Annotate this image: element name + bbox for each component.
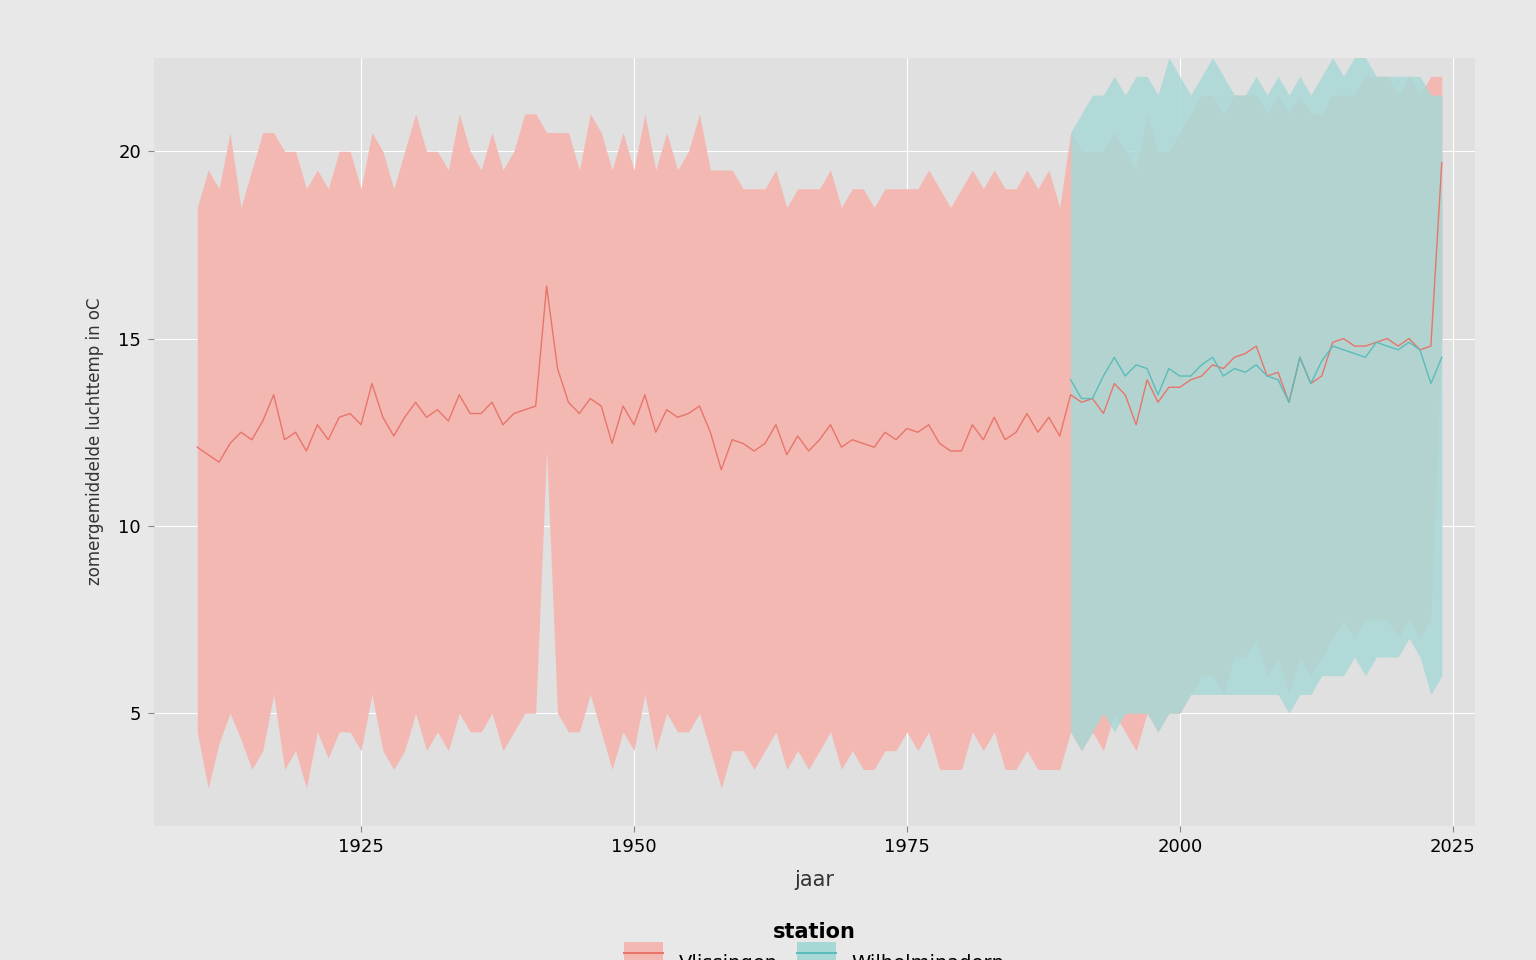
X-axis label: jaar: jaar xyxy=(794,870,834,890)
Y-axis label: zomergemiddelde luchttemp in oC: zomergemiddelde luchttemp in oC xyxy=(86,298,104,586)
Legend: Vlissingen, Wilhelminadorp: Vlissingen, Wilhelminadorp xyxy=(614,912,1014,960)
